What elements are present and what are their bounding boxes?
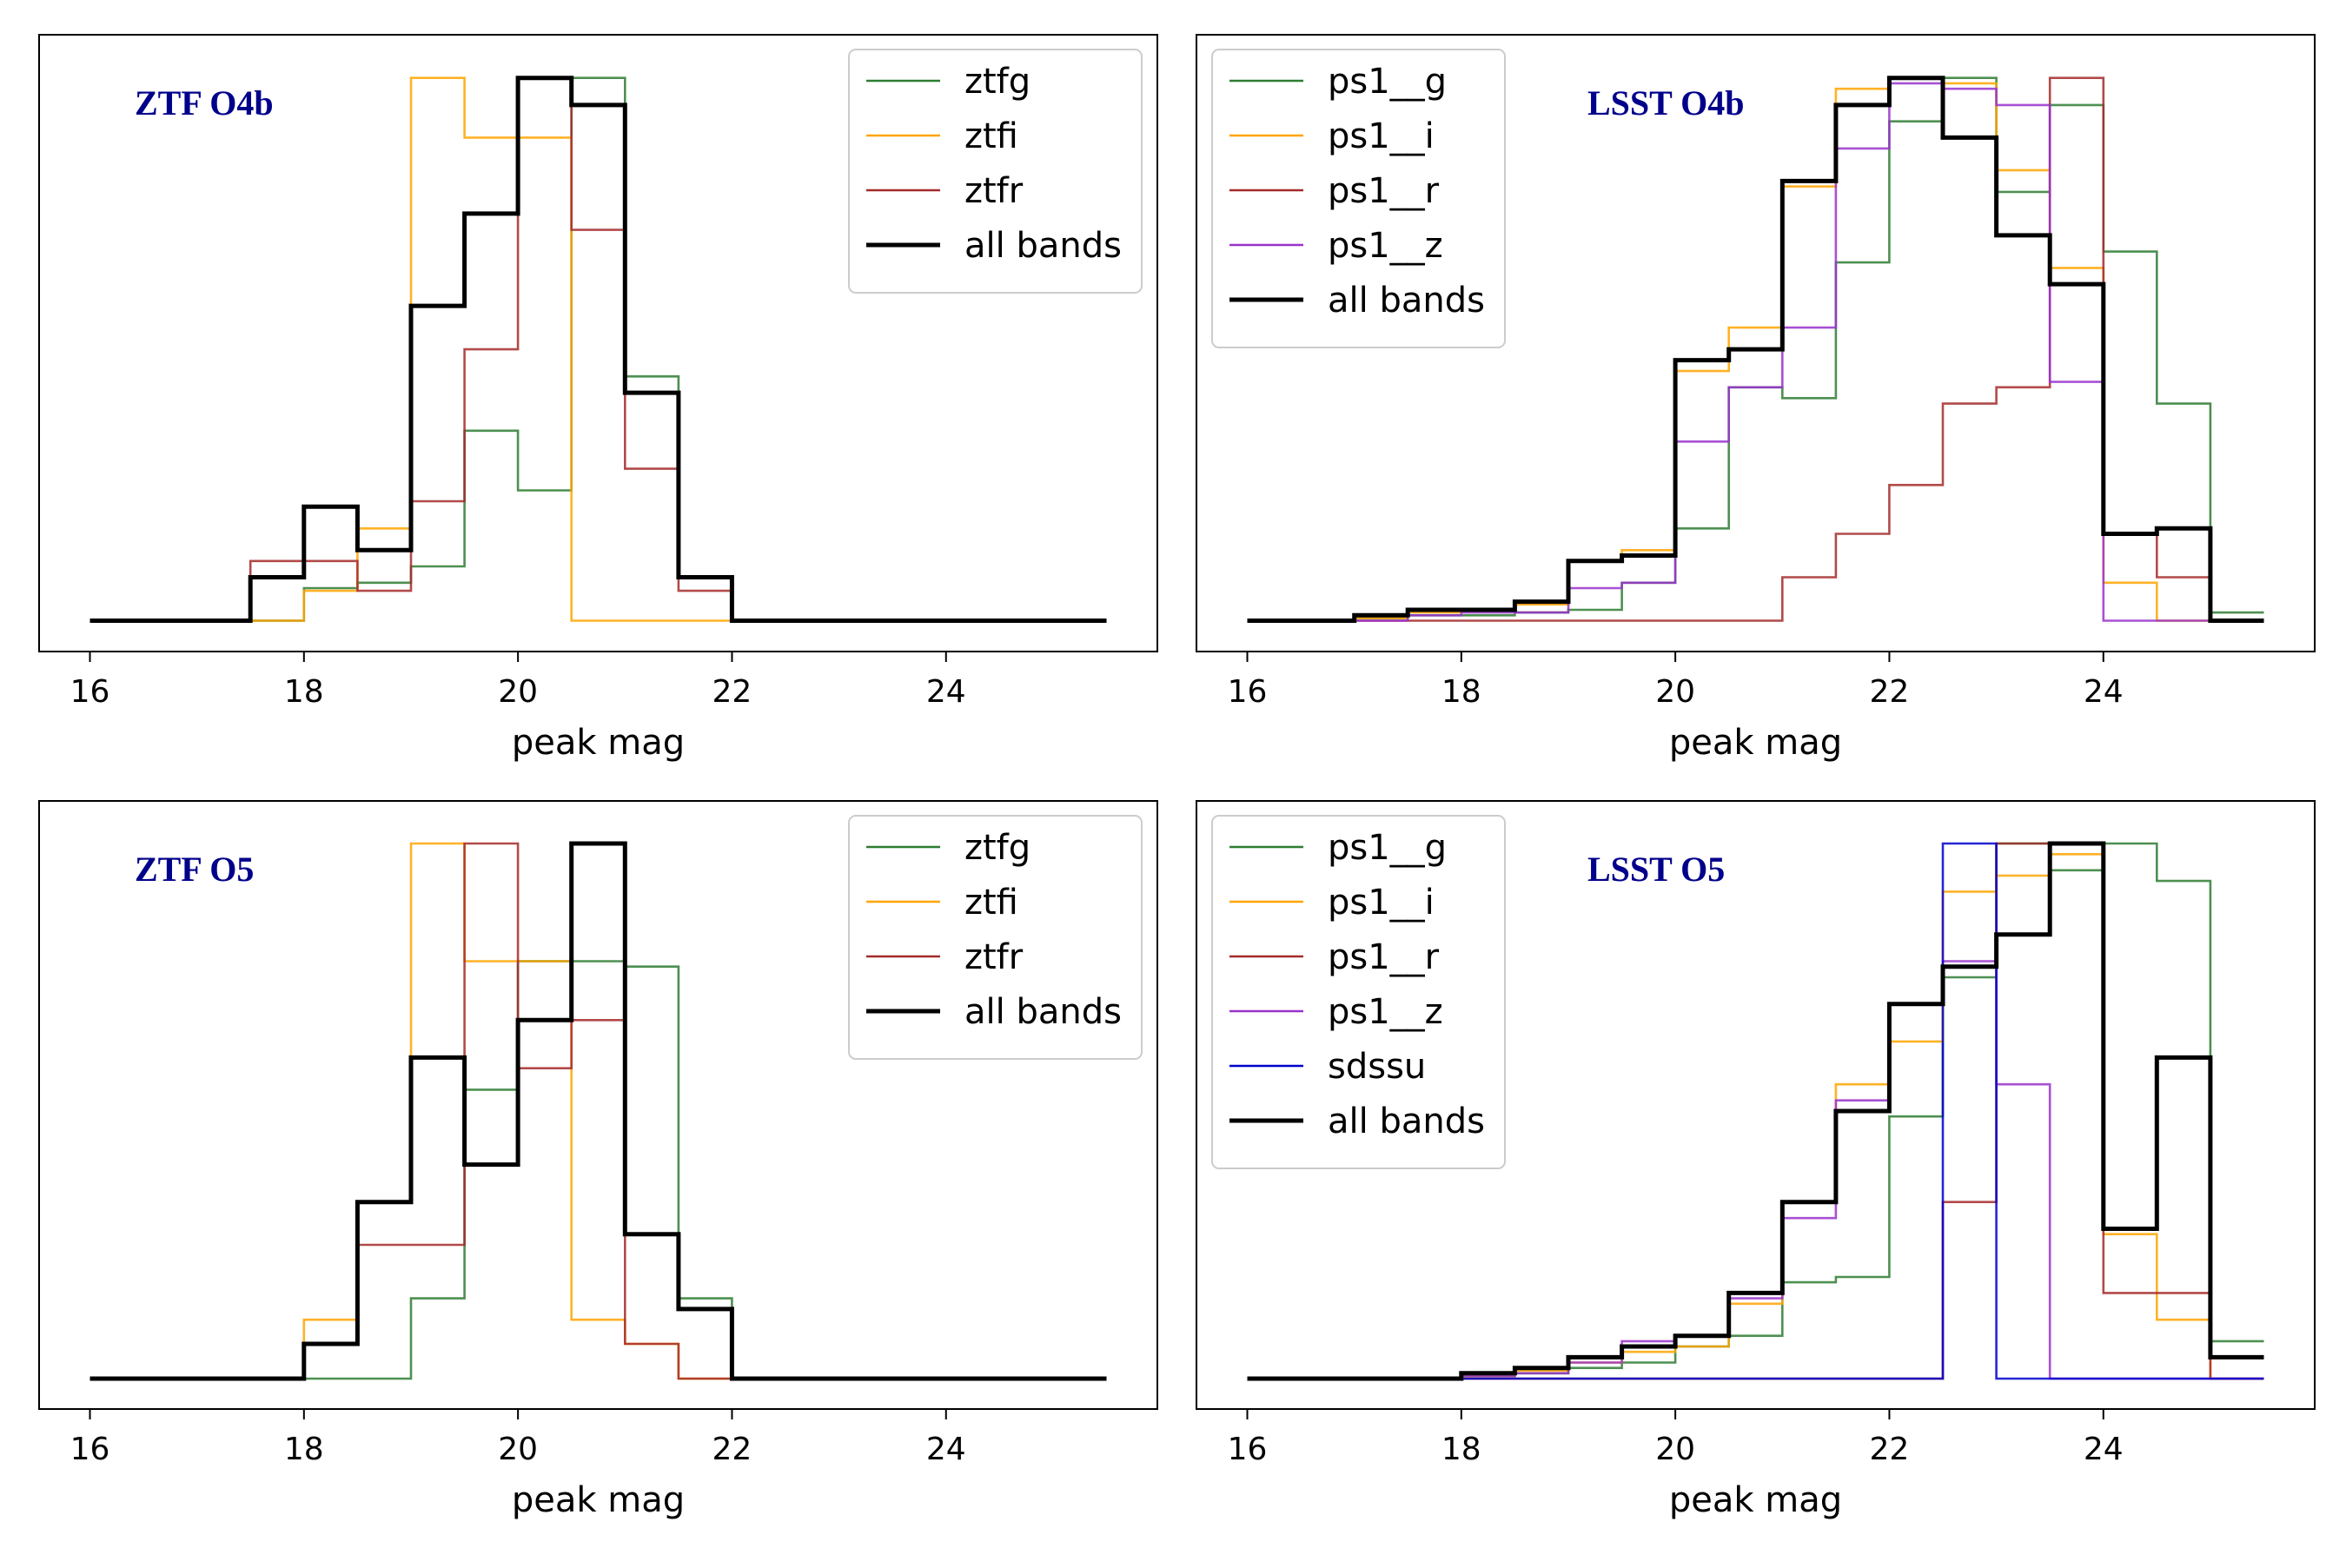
legend-box	[848, 49, 1143, 294]
panel-1: 16 18 20 22 24 peak mag ZTF O4b ztfg ztfi ztfr all…	[38, 34, 1158, 763]
x-tick-label: 16	[70, 674, 110, 710]
x-tick-label: 20	[498, 674, 538, 710]
legend-label: ps1__g	[1328, 62, 1447, 102]
legend-label: ztfg	[964, 62, 1031, 102]
series-line-all-bands	[89, 76, 1107, 623]
legend-box	[1211, 815, 1506, 1169]
x-tick-label: 20	[498, 1432, 538, 1467]
legend-label: ztfi	[964, 116, 1018, 156]
panel-3: 16 18 20 22 24 peak mag ZTF O5 ztfg ztfi ztfr all …	[38, 800, 1158, 1520]
series-line-ps1-z	[1247, 82, 2264, 622]
legend-label: ztfr	[964, 171, 1024, 211]
series-line-ps1-z	[1247, 960, 2264, 1380]
legend: ztfg ztfi ztfr all bands	[848, 49, 1143, 294]
x-tick-label: 16	[70, 1432, 110, 1467]
x-tick-label: 24	[926, 1432, 966, 1467]
legend-label: all bands	[964, 992, 1122, 1032]
legend-label: ps1__r	[1328, 171, 1440, 211]
x-axis-label: peak mag	[512, 723, 685, 763]
x-tick-label: 24	[2084, 674, 2124, 710]
legend-label: all bands	[1328, 1102, 1485, 1141]
legend-label: ztfi	[964, 883, 1018, 923]
x-tick-label: 22	[1870, 674, 1910, 710]
series-line-all-bands	[1247, 76, 2264, 623]
series-line-all-bands	[1247, 841, 2264, 1381]
legend-box	[848, 815, 1143, 1060]
panel-title: ZTF O5	[135, 850, 254, 889]
legend-label: all bands	[964, 226, 1122, 266]
x-tick-label: 18	[284, 674, 324, 710]
legend: ztfg ztfi ztfr all bands	[848, 815, 1143, 1060]
x-tick-label: 22	[712, 1432, 752, 1467]
axes-frame	[38, 34, 1158, 652]
x-tick-label: 18	[284, 1432, 324, 1467]
x-tick-label: 20	[1655, 674, 1695, 710]
legend-box	[1211, 49, 1506, 348]
legend-label: ps1__z	[1328, 992, 1443, 1032]
series-line-ps1-i	[1247, 76, 2264, 622]
x-axis-label: peak mag	[1669, 1480, 1842, 1520]
x-tick-label: 24	[926, 674, 966, 710]
x-tick-label: 16	[1228, 674, 1268, 710]
legend-label: ps1__z	[1328, 226, 1443, 266]
x-tick-label: 20	[1655, 1432, 1695, 1467]
x-tick-label: 16	[1228, 1432, 1268, 1467]
legend-label: ps1__r	[1328, 937, 1440, 977]
axes-frame	[1196, 34, 2316, 652]
panel-title: ZTF O4b	[135, 83, 274, 122]
x-tick-label: 18	[1441, 674, 1481, 710]
axes-frame	[1196, 800, 2316, 1410]
legend-label: ztfr	[964, 937, 1024, 977]
legend-label: sdssu	[1328, 1047, 1426, 1087]
axes-frame	[38, 800, 1158, 1410]
x-axis-label: peak mag	[512, 1480, 685, 1520]
panel-title: LSST O4b	[1587, 83, 1745, 122]
legend-label: ps1__i	[1328, 883, 1435, 923]
x-tick-label: 22	[1870, 1432, 1910, 1467]
legend-label: ps1__i	[1328, 116, 1435, 156]
x-tick-label: 24	[2084, 1432, 2124, 1467]
legend-label: all bands	[1328, 281, 1485, 321]
x-tick-label: 18	[1441, 1432, 1481, 1467]
legend-label: ps1__g	[1328, 828, 1447, 868]
x-tick-label: 22	[712, 674, 752, 710]
series-line-all-bands	[89, 841, 1107, 1381]
panel-title: LSST O5	[1587, 850, 1725, 889]
legend-label: ztfg	[964, 828, 1031, 868]
x-axis-label: peak mag	[1669, 723, 1842, 763]
